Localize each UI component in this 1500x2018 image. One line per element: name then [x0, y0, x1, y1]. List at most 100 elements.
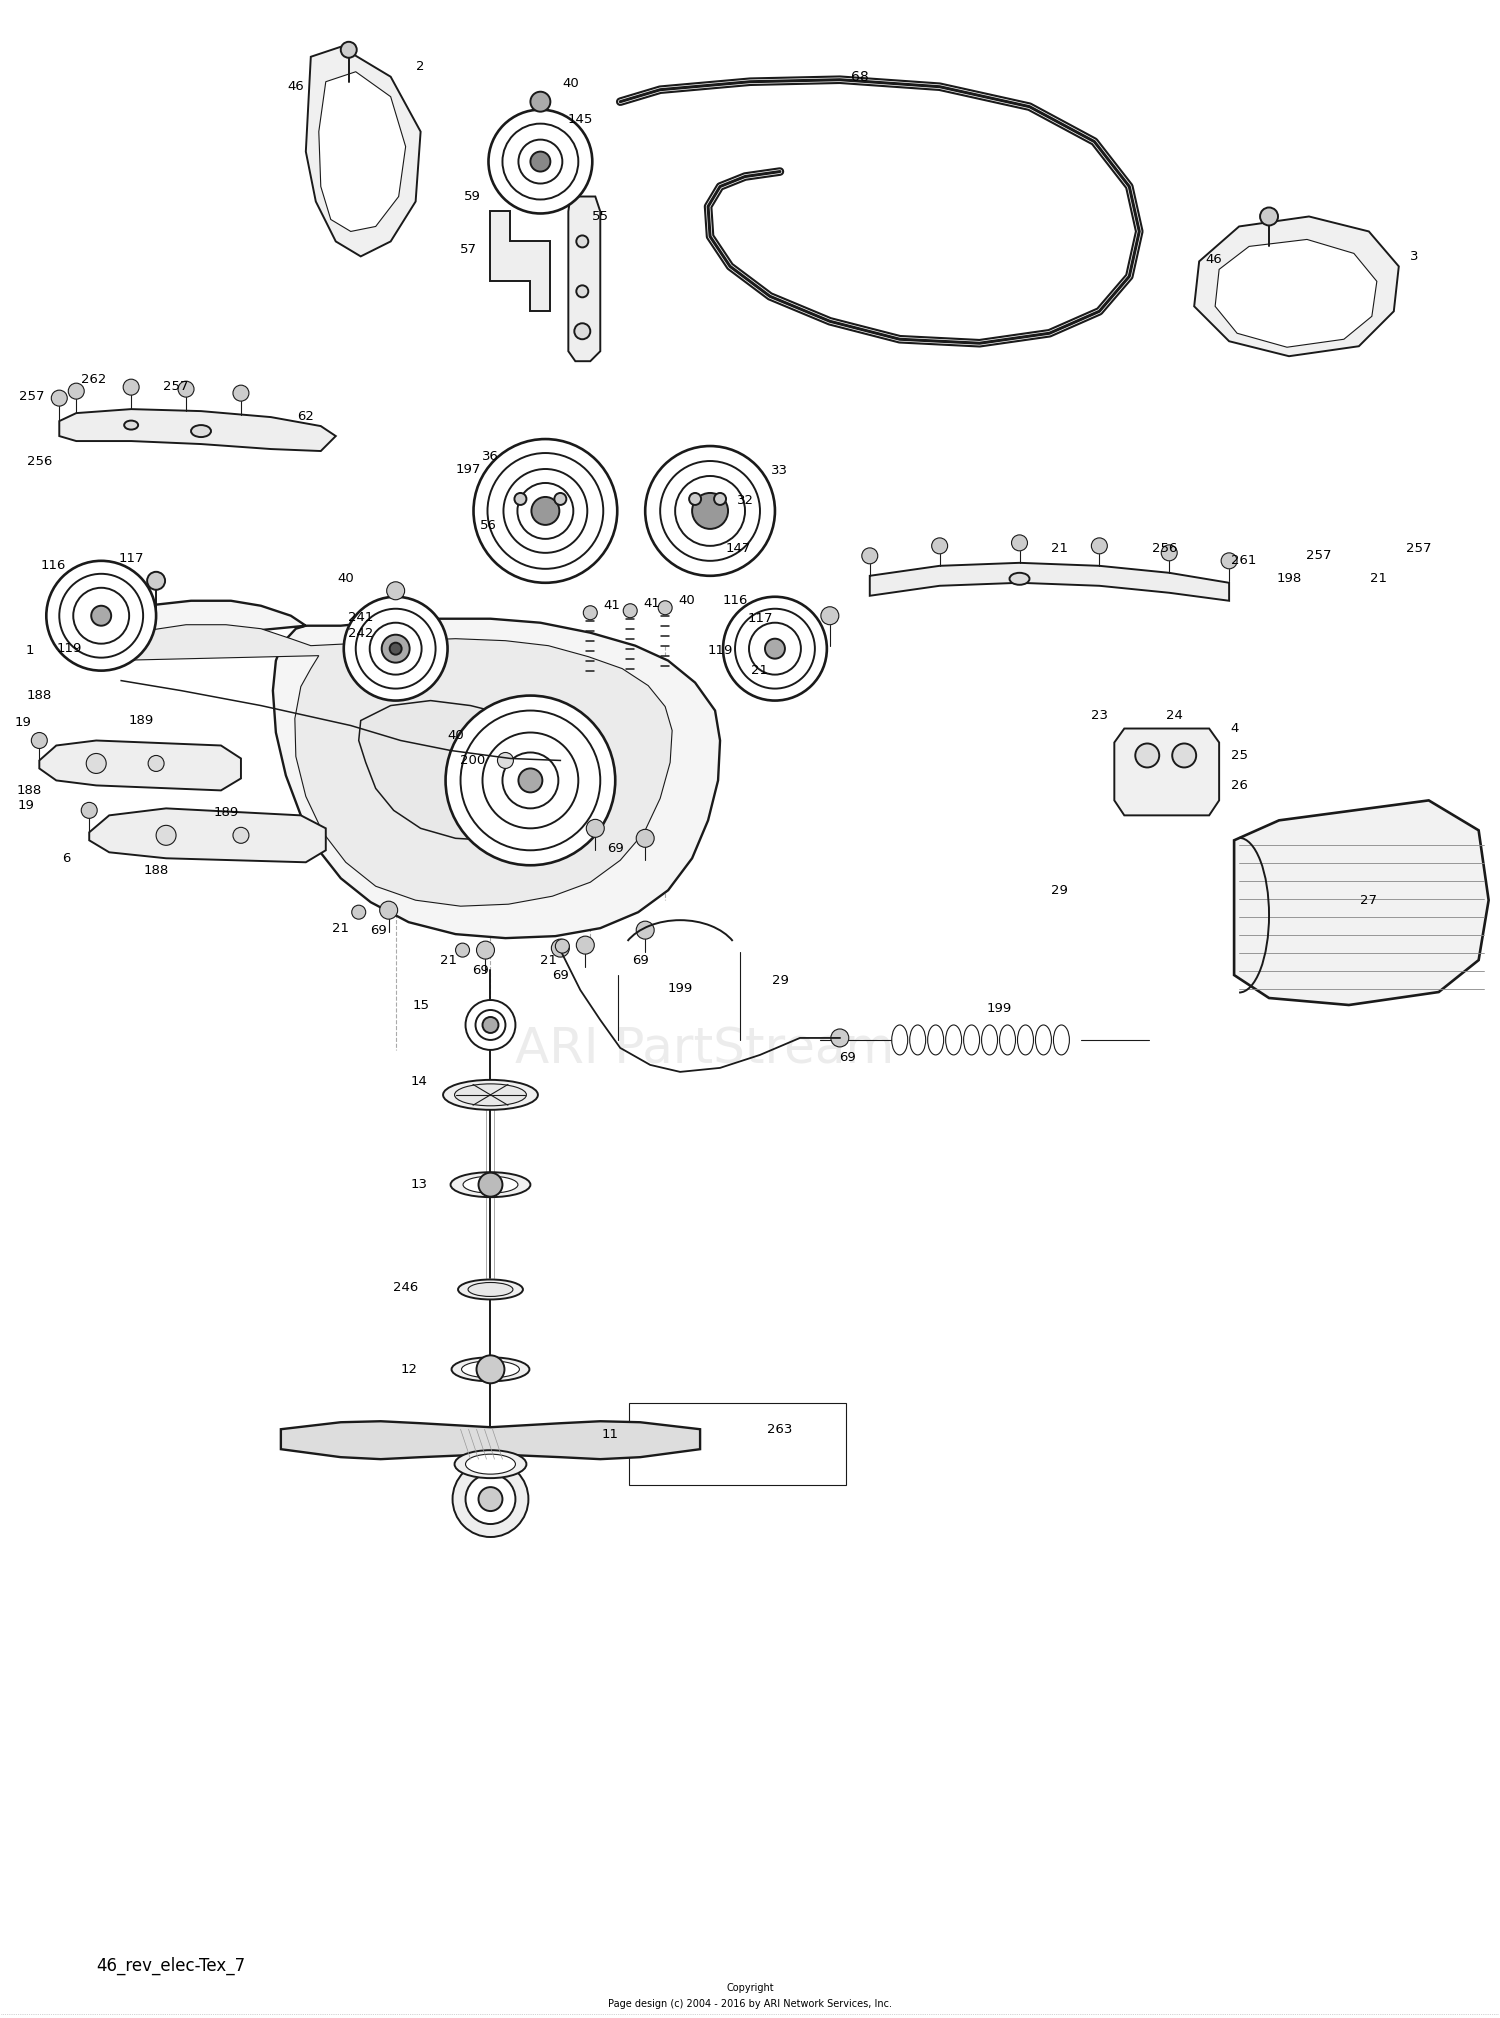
Text: 19: 19 [15, 716, 32, 728]
Circle shape [503, 753, 558, 809]
Circle shape [446, 696, 615, 866]
Text: 41: 41 [604, 599, 621, 611]
Circle shape [356, 609, 435, 688]
Circle shape [1161, 545, 1178, 561]
Ellipse shape [999, 1025, 1016, 1055]
Ellipse shape [464, 1176, 518, 1193]
Polygon shape [320, 73, 405, 232]
Polygon shape [568, 196, 600, 361]
Ellipse shape [963, 1025, 980, 1055]
Text: 27: 27 [1360, 894, 1377, 906]
Text: 46_rev_elec-Tex_7: 46_rev_elec-Tex_7 [96, 1957, 246, 1976]
Circle shape [478, 1487, 502, 1511]
Circle shape [69, 383, 84, 400]
Text: 116: 116 [723, 593, 747, 607]
Circle shape [32, 733, 48, 749]
Text: 21: 21 [1052, 543, 1068, 555]
Circle shape [675, 476, 746, 545]
Circle shape [645, 446, 776, 575]
Text: 21: 21 [752, 664, 768, 678]
Circle shape [723, 597, 827, 700]
Text: 41: 41 [644, 597, 660, 609]
Text: 57: 57 [460, 242, 477, 256]
Circle shape [465, 1001, 516, 1049]
Polygon shape [478, 741, 531, 793]
Circle shape [123, 379, 140, 396]
Circle shape [351, 906, 366, 918]
Circle shape [453, 1461, 528, 1538]
Text: ARI PartStream: ARI PartStream [516, 1025, 894, 1074]
Text: 69: 69 [370, 924, 387, 936]
Text: 12: 12 [400, 1362, 417, 1376]
Text: 257: 257 [164, 379, 189, 394]
Circle shape [821, 607, 839, 626]
Circle shape [576, 236, 588, 248]
Text: 46: 46 [1206, 252, 1222, 266]
Polygon shape [60, 410, 336, 452]
Text: 21: 21 [540, 955, 556, 967]
Circle shape [584, 605, 597, 620]
Text: 257: 257 [18, 389, 44, 404]
Text: 1: 1 [26, 644, 33, 658]
Text: 2: 2 [417, 61, 424, 73]
Circle shape [477, 1356, 504, 1382]
Text: 69: 69 [840, 1051, 856, 1063]
Text: 188: 188 [27, 688, 52, 702]
Ellipse shape [465, 1455, 516, 1473]
Ellipse shape [1035, 1025, 1052, 1055]
Ellipse shape [452, 1358, 530, 1380]
Polygon shape [1215, 240, 1377, 347]
Circle shape [735, 609, 815, 688]
Text: 263: 263 [768, 1423, 792, 1435]
Text: 117: 117 [118, 553, 144, 565]
Ellipse shape [458, 1279, 524, 1300]
Circle shape [344, 597, 447, 700]
Circle shape [514, 492, 526, 504]
Text: 188: 188 [144, 864, 168, 876]
Circle shape [46, 561, 156, 670]
Polygon shape [358, 700, 579, 839]
Text: 145: 145 [567, 113, 592, 127]
Text: 69: 69 [608, 842, 624, 856]
Circle shape [692, 492, 728, 529]
Ellipse shape [909, 1025, 926, 1055]
Circle shape [1136, 743, 1160, 767]
Text: 6: 6 [62, 852, 70, 866]
Circle shape [576, 936, 594, 955]
Text: 246: 246 [393, 1281, 418, 1294]
Polygon shape [106, 626, 672, 906]
Circle shape [503, 123, 579, 200]
Text: 56: 56 [480, 519, 496, 533]
Polygon shape [306, 46, 420, 256]
Circle shape [488, 452, 603, 569]
Circle shape [390, 642, 402, 654]
Circle shape [552, 938, 570, 957]
Circle shape [714, 492, 726, 504]
Circle shape [86, 753, 106, 773]
Text: 256: 256 [1152, 543, 1178, 555]
Text: 200: 200 [460, 755, 484, 767]
Text: 40: 40 [338, 573, 354, 585]
Polygon shape [80, 601, 720, 938]
Text: 23: 23 [1090, 708, 1108, 722]
Text: 3: 3 [1410, 250, 1418, 262]
Ellipse shape [945, 1025, 962, 1055]
Text: 242: 242 [348, 628, 374, 640]
Circle shape [489, 109, 592, 214]
Text: 29: 29 [771, 973, 789, 987]
Circle shape [81, 803, 98, 819]
Circle shape [531, 496, 560, 525]
Text: 199: 199 [987, 1001, 1012, 1015]
Text: 189: 189 [129, 714, 154, 726]
Text: 46: 46 [288, 81, 304, 93]
Text: 59: 59 [464, 190, 482, 204]
Text: 32: 32 [736, 494, 753, 507]
Text: 257: 257 [1406, 543, 1431, 555]
Circle shape [178, 381, 194, 398]
Ellipse shape [124, 420, 138, 430]
Text: 117: 117 [747, 611, 772, 626]
Circle shape [688, 492, 700, 504]
Text: 11: 11 [602, 1427, 619, 1441]
Text: 14: 14 [410, 1076, 428, 1088]
Ellipse shape [927, 1025, 944, 1055]
